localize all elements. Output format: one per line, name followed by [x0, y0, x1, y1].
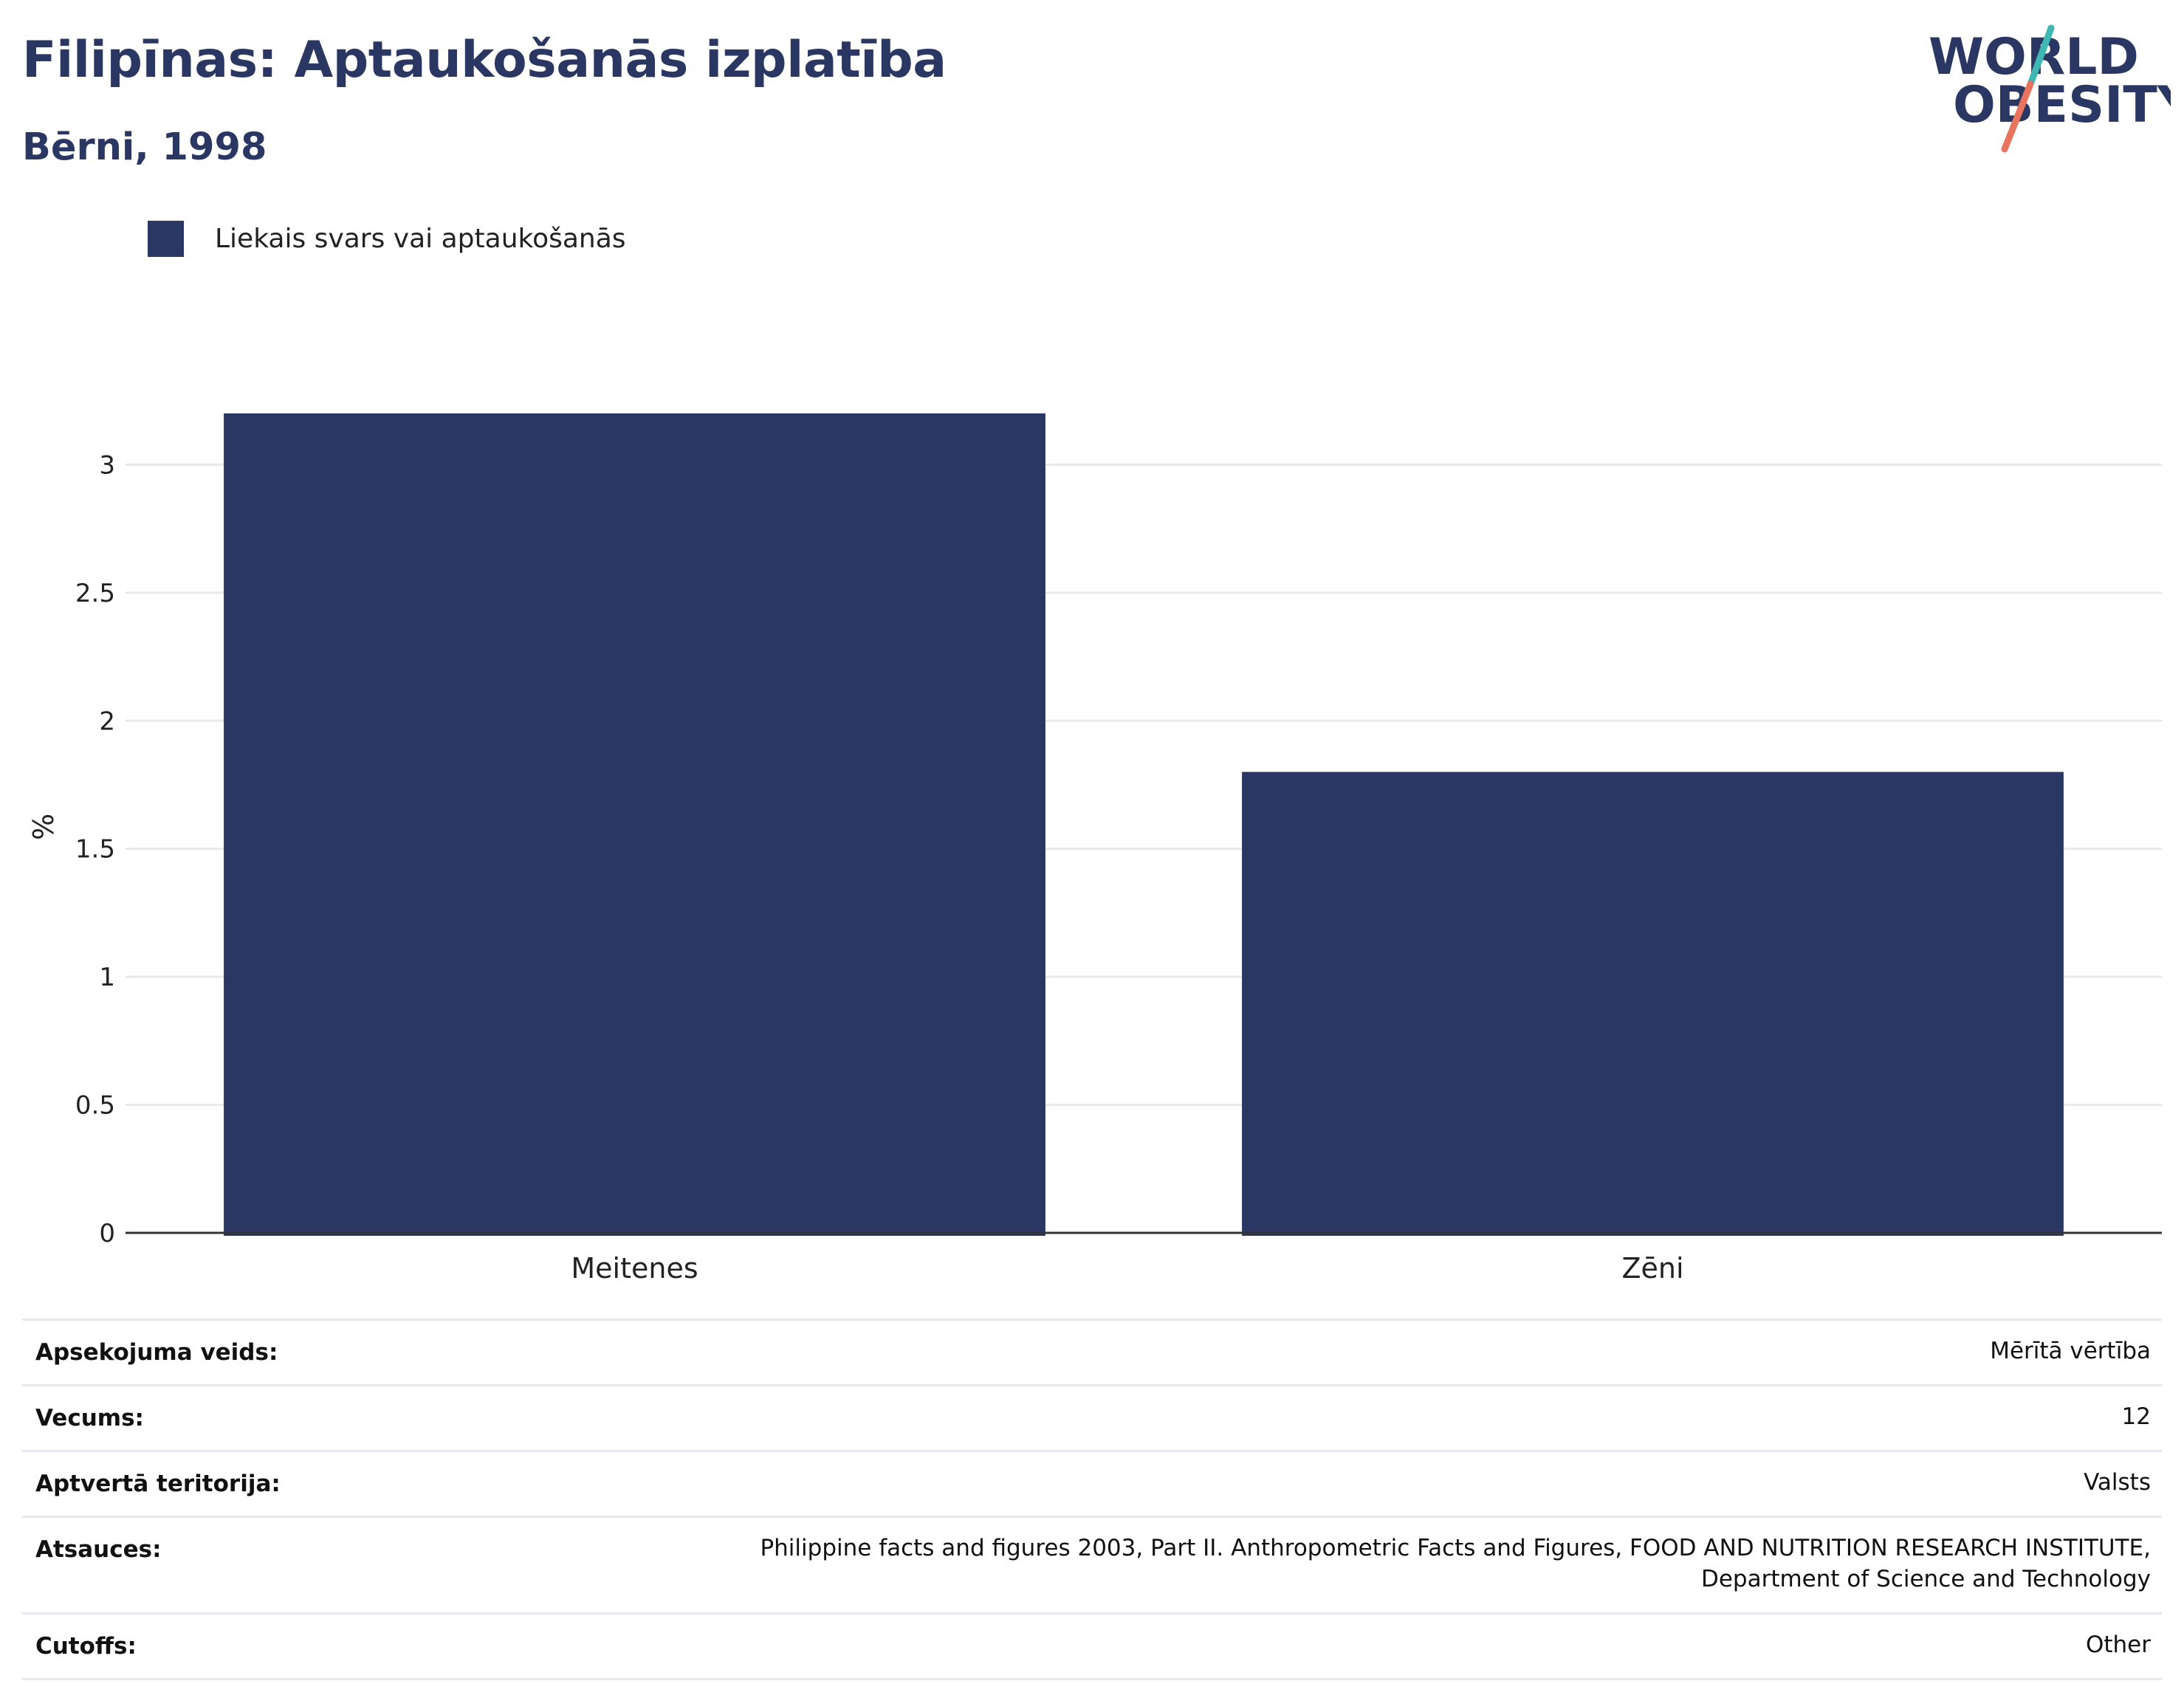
bar: [224, 413, 1045, 1236]
info-value: Valsts: [2084, 1469, 2151, 1496]
logo-slash-bottom: [2001, 80, 2034, 153]
info-value: Mērītā vērtība: [1990, 1338, 2151, 1364]
y-tick-labels: 0 0.5 1 1.5 2 2.5 3: [75, 450, 115, 1248]
chart-title: Filipīnas: Aptaukošanās izplatība: [22, 31, 947, 89]
y-tick-label: 0: [99, 1219, 115, 1248]
bar-chart: 0 0.5 1 1.5 2 2.5 3 Meitenes Zēni %: [27, 413, 2162, 1285]
info-row: Atsauces: Philippine facts and figures 20…: [22, 1518, 2162, 1615]
info-key: Apsekojuma veids:: [35, 1339, 278, 1366]
info-row: Cutoffs: Other: [22, 1615, 2162, 1680]
x-tick-label: Zēni: [1621, 1252, 1683, 1285]
y-tick-label: 2.5: [75, 579, 115, 608]
legend: Liekais svars vai aptaukošanās: [148, 219, 626, 258]
y-tick-label: 3: [99, 450, 115, 480]
bar: [1242, 771, 2064, 1236]
info-row: Apsekojuma veids: Mērītā vērtība: [22, 1321, 2162, 1386]
info-value: Philippine facts and figures 2003, Part …: [760, 1535, 2151, 1592]
y-tick-label: 1.5: [75, 835, 115, 864]
bars: [224, 413, 2064, 1236]
info-table: Apsekojuma veids: Mērītā vērtība Vecums: 12…: [22, 1318, 2162, 1680]
legend-label: Liekais svars vai aptaukošanās: [215, 223, 626, 254]
world-obesity-logo: WORLD OBESITY: [1929, 24, 2171, 153]
y-tick-label: 2: [99, 706, 115, 736]
info-key: Aptvertā teritorija:: [35, 1471, 281, 1497]
info-value: Other: [2085, 1632, 2151, 1658]
info-key: Cutoffs:: [35, 1633, 137, 1660]
logo-line-2: OBESITY: [1953, 76, 2171, 134]
x-tick-label: Meitenes: [571, 1252, 698, 1285]
info-key: Vecums:: [35, 1405, 144, 1431]
info-value: 12: [2121, 1403, 2151, 1430]
logo-slash-top: [2027, 24, 2055, 88]
info-row: Aptvertā teritorija: Valsts: [22, 1452, 2162, 1518]
chart-subtitle: Bērni, 1998: [22, 126, 267, 169]
y-tick-label: 1: [99, 963, 115, 992]
info-row: Vecums: 12: [22, 1386, 2162, 1452]
y-axis-title: %: [27, 814, 60, 840]
y-tick-label: 0.5: [75, 1091, 115, 1121]
legend-swatch: [148, 220, 184, 257]
info-key: Atsauces:: [35, 1536, 162, 1563]
x-tick-labels: Meitenes Zēni: [571, 1252, 1683, 1285]
